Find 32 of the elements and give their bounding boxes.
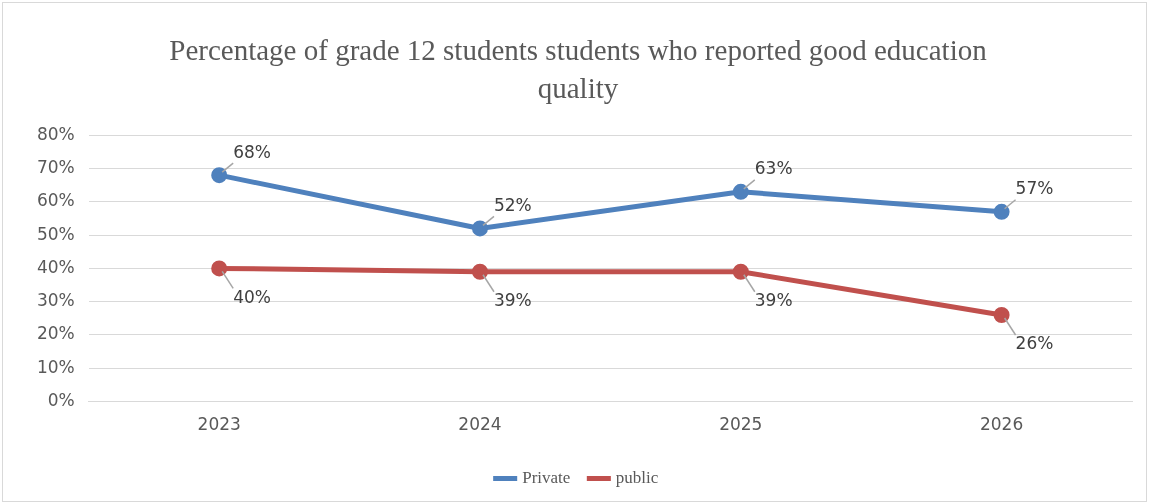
y-tick-label: 70% xyxy=(36,156,75,177)
point xyxy=(993,307,1010,324)
data-label: 26% xyxy=(1015,333,1054,354)
legend-label: Private xyxy=(522,467,571,487)
y-tick-label: 0% xyxy=(47,390,75,411)
x-tick-label: 2025 xyxy=(719,414,763,435)
data-label: 57% xyxy=(1015,178,1054,199)
point xyxy=(211,260,228,277)
y-tick-label: 20% xyxy=(36,323,75,344)
point xyxy=(471,220,488,237)
data-label: 40% xyxy=(233,286,271,307)
data-label: 68% xyxy=(233,141,271,162)
data-label: 63% xyxy=(754,158,793,179)
point xyxy=(211,167,228,184)
data-label: 52% xyxy=(493,194,532,215)
x-tick-label: 2026 xyxy=(979,414,1024,435)
point xyxy=(471,263,488,280)
point xyxy=(732,263,749,280)
point xyxy=(993,203,1010,220)
x-tick-label: 2023 xyxy=(197,414,241,435)
x-tick-label: 2024 xyxy=(458,414,502,435)
y-tick-label: 10% xyxy=(36,356,75,377)
data-label: 39% xyxy=(493,290,532,311)
point xyxy=(732,183,749,200)
y-tick-label: 80% xyxy=(36,123,75,144)
y-tick-label: 30% xyxy=(36,290,75,311)
data-label: 39% xyxy=(754,290,793,311)
y-tick-label: 40% xyxy=(36,256,75,277)
y-tick-label: 60% xyxy=(36,190,75,211)
y-tick-label: 50% xyxy=(36,223,75,244)
legend-label: public xyxy=(615,467,659,487)
chart-title: Percentage of grade 12 students students who reported good education quality xyxy=(168,33,988,106)
